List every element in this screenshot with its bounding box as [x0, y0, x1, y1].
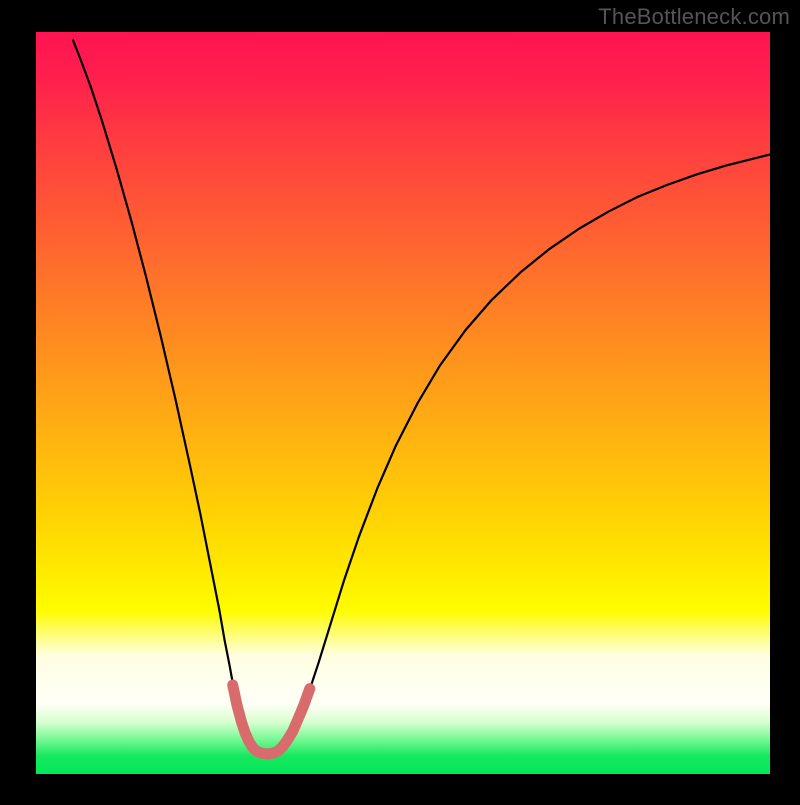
bottleneck-chart: [0, 0, 800, 800]
chart-container: TheBottleneck.com: [0, 0, 800, 800]
watermark-text: TheBottleneck.com: [598, 4, 790, 30]
plot-gradient-background: [36, 32, 770, 774]
